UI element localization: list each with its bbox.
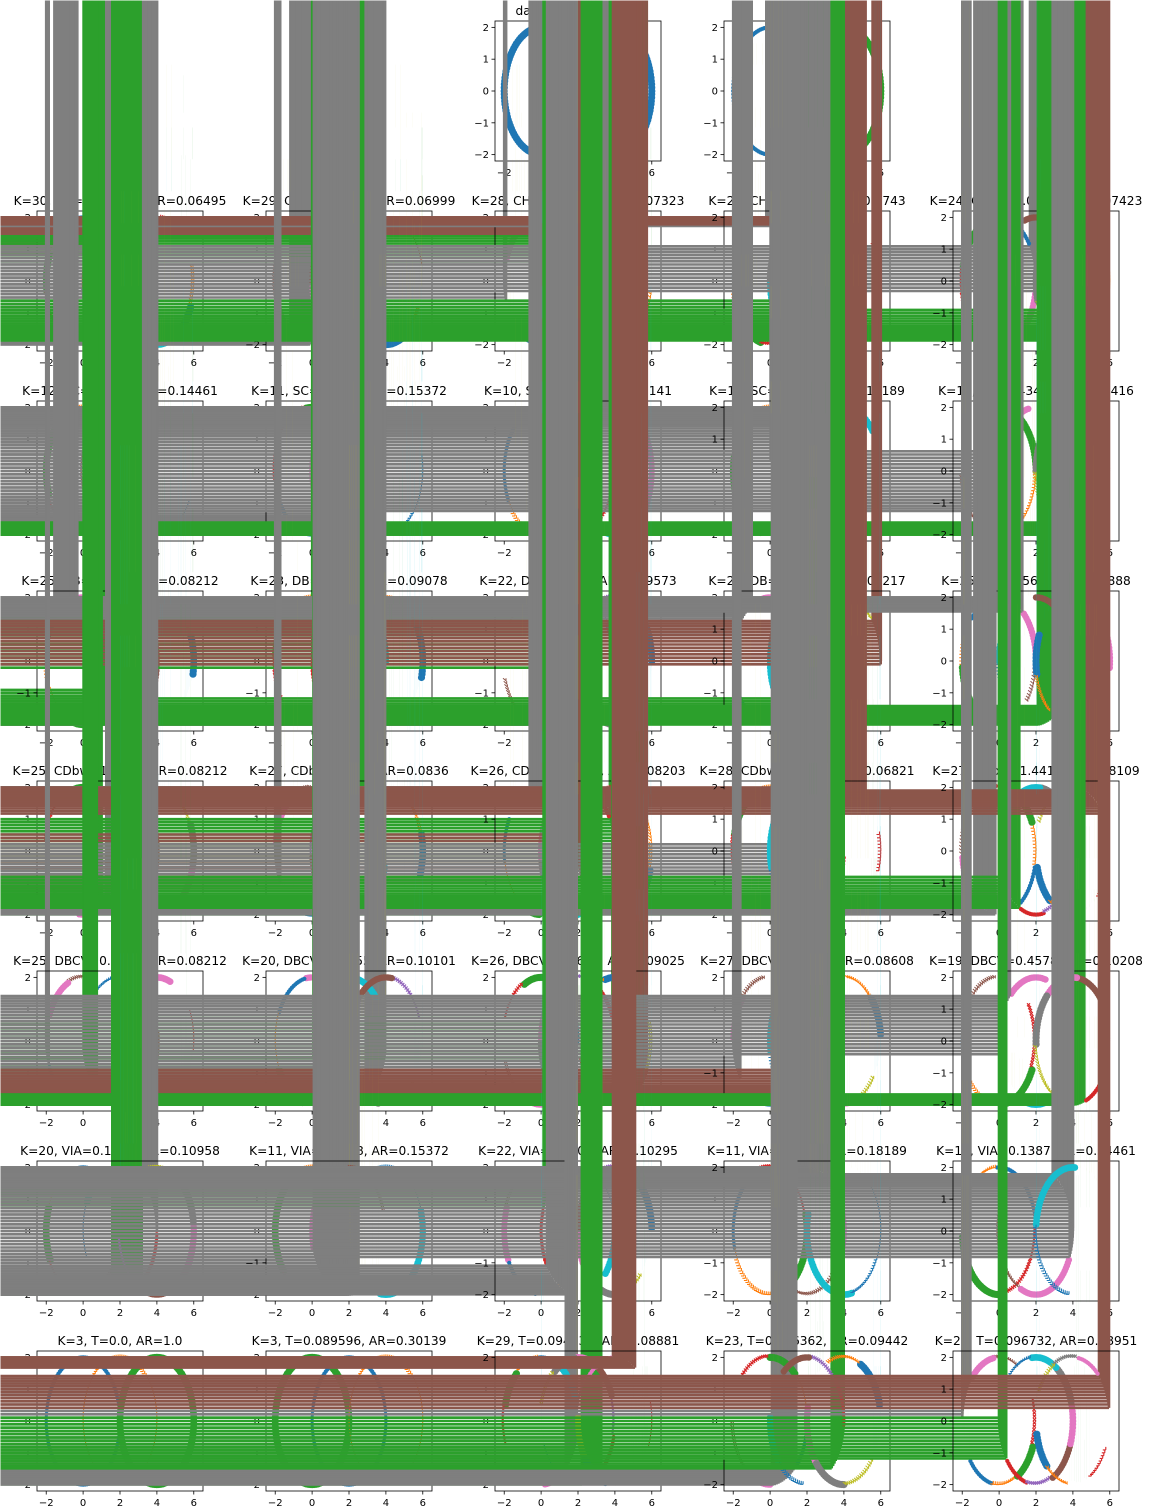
y-tick-label: 2 bbox=[712, 403, 718, 414]
y-tick-label: 1 bbox=[483, 55, 489, 66]
x-tick-label: 6 bbox=[649, 358, 655, 369]
y-tick-label: 2 bbox=[712, 23, 718, 34]
y-tick-label: −2 bbox=[932, 530, 947, 541]
y-tick-label: 0 bbox=[941, 467, 947, 478]
x-tick-label: 6 bbox=[191, 358, 197, 369]
y-tick-label: −1 bbox=[932, 498, 947, 509]
data-point bbox=[399, 0, 403, 222]
data-point bbox=[397, 0, 401, 220]
y-tick-label: 0 bbox=[483, 87, 489, 98]
data-point bbox=[1029, 493, 1034, 498]
y-tick-label: −2 bbox=[474, 340, 489, 351]
y-tick-label: 2 bbox=[483, 23, 489, 34]
data-point bbox=[402, 0, 407, 225]
data-point bbox=[1031, 487, 1035, 492]
x-tick-label: 6 bbox=[420, 358, 426, 369]
data-point bbox=[182, 0, 186, 428]
x-tick-label: 6 bbox=[420, 548, 426, 559]
y-tick-label: 1 bbox=[712, 435, 718, 446]
y-tick-label: −1 bbox=[474, 118, 489, 129]
y-tick-label: 1 bbox=[941, 245, 947, 256]
y-tick-label: −2 bbox=[245, 340, 260, 351]
x-tick-label: −2 bbox=[497, 358, 512, 369]
y-tick-label: −2 bbox=[703, 150, 718, 161]
data-point bbox=[391, 0, 396, 217]
y-tick-label: 0 bbox=[712, 87, 718, 98]
x-tick-label: 6 bbox=[649, 168, 655, 179]
data-point bbox=[183, 0, 187, 431]
data-point bbox=[179, 0, 184, 423]
y-tick-label: 2 bbox=[712, 213, 718, 224]
y-tick-label: −2 bbox=[932, 340, 947, 351]
data-point bbox=[1031, 484, 1036, 489]
data-point bbox=[180, 0, 185, 426]
data-point bbox=[1030, 490, 1035, 495]
y-tick-label: 1 bbox=[941, 435, 947, 446]
data-point bbox=[395, 0, 400, 219]
data-point bbox=[0, 0, 1056, 338]
x-tick-label: −2 bbox=[497, 548, 512, 559]
y-tick-label: 1 bbox=[712, 55, 718, 66]
y-tick-label: −2 bbox=[703, 340, 718, 351]
data-point bbox=[1024, 0, 1029, 341]
x-tick-label: 6 bbox=[191, 548, 197, 559]
x-tick-label: 6 bbox=[191, 738, 197, 749]
data-point bbox=[386, 0, 390, 215]
data-point bbox=[393, 0, 398, 218]
data-point bbox=[400, 0, 405, 223]
y-tick-label: 2 bbox=[941, 213, 947, 224]
data-point bbox=[390, 0, 394, 216]
x-tick-label: 6 bbox=[649, 548, 655, 559]
y-tick-label: −1 bbox=[932, 308, 947, 319]
y-tick-label: −2 bbox=[474, 150, 489, 161]
data-point bbox=[388, 0, 392, 216]
data-point bbox=[175, 0, 179, 417]
y-tick-label: −1 bbox=[703, 118, 718, 129]
data-point bbox=[176, 0, 181, 419]
y-tick-label: 2 bbox=[941, 403, 947, 414]
y-tick-label: 0 bbox=[941, 277, 947, 288]
